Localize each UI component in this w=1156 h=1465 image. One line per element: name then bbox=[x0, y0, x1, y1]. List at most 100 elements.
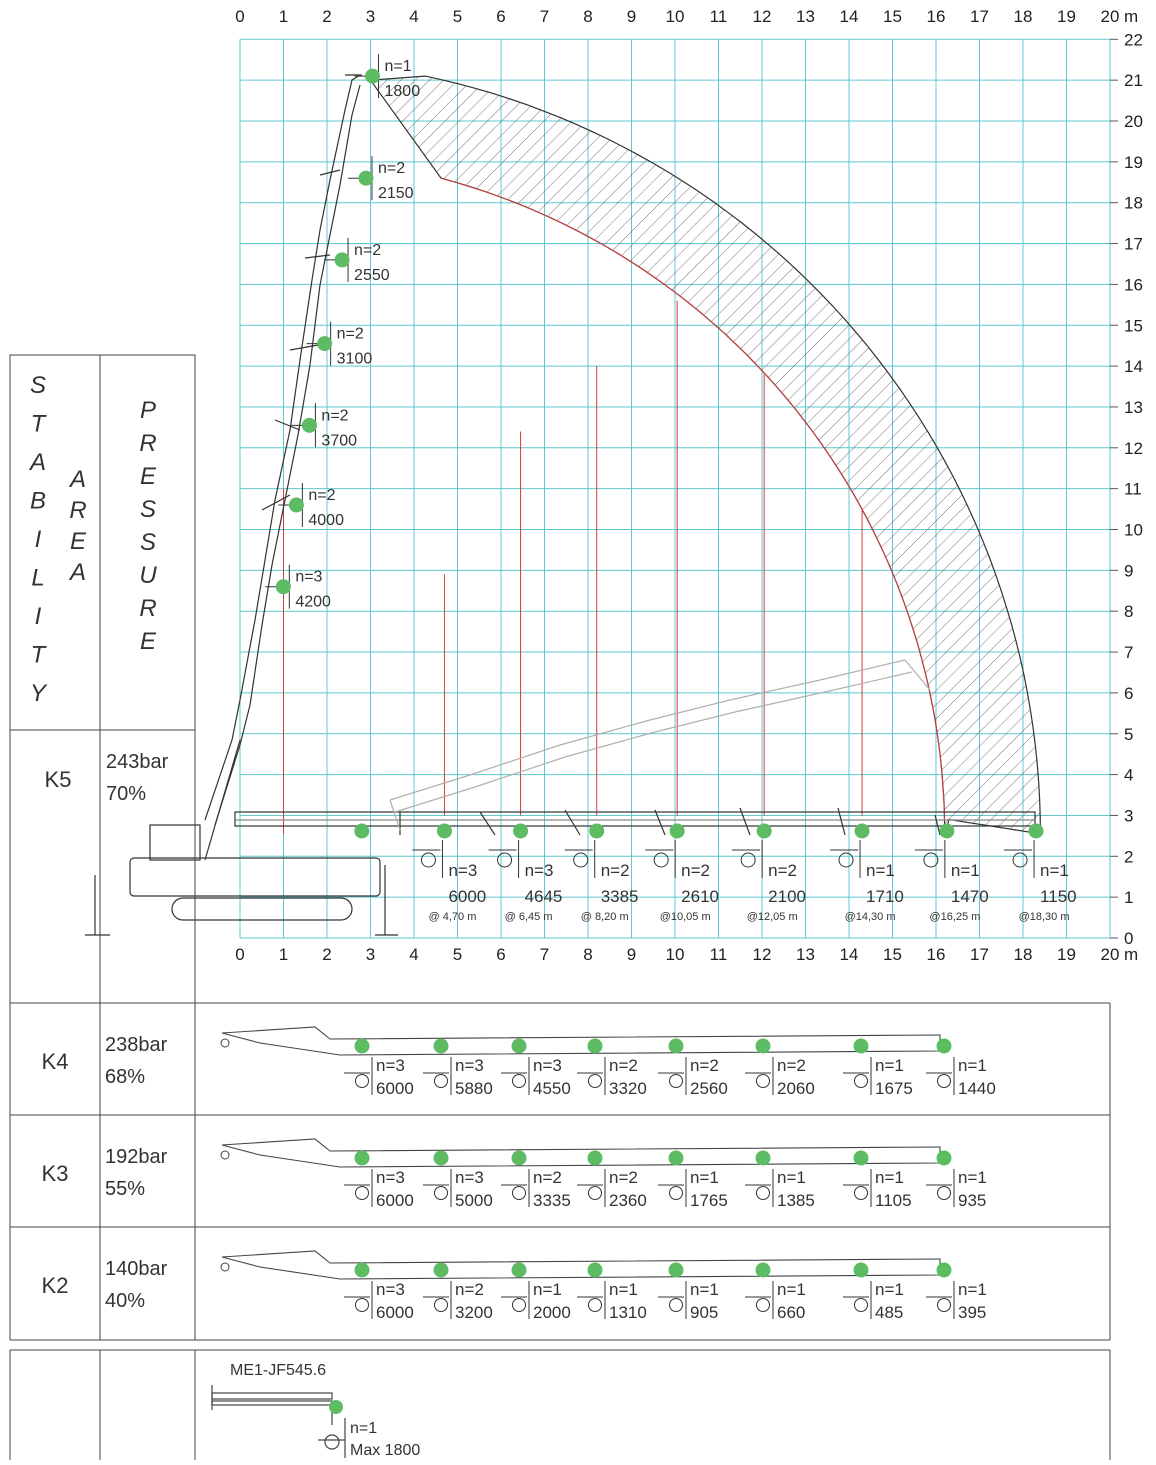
row-marker-1-1 bbox=[433, 1150, 449, 1166]
stability-letter-4: I bbox=[35, 526, 42, 553]
pressure-letter-1: R bbox=[139, 430, 156, 457]
row-n-0-6: n=1 bbox=[875, 1056, 904, 1075]
row-load-2-3: 1310 bbox=[609, 1303, 647, 1322]
row-hook-2-4 bbox=[669, 1298, 683, 1312]
row-hook-0-1 bbox=[434, 1074, 448, 1088]
row-marker-0-6 bbox=[853, 1038, 869, 1054]
x-tick-top-15: 15 bbox=[883, 7, 902, 26]
row-n-2-0: n=3 bbox=[376, 1280, 405, 1299]
row-n-0-3: n=2 bbox=[609, 1056, 638, 1075]
row-n-1-7: n=1 bbox=[958, 1168, 987, 1187]
row-hook-1-0 bbox=[355, 1186, 369, 1200]
row-code-2: K2 bbox=[42, 1273, 69, 1298]
x-tick-bottom-18: 18 bbox=[1014, 945, 1033, 964]
x-tick-top-20: 20 bbox=[1101, 7, 1120, 26]
k5-boom-marker-8 bbox=[1028, 823, 1044, 839]
area-letter-1: R bbox=[69, 497, 86, 524]
row-load-1-6: 1105 bbox=[875, 1191, 912, 1210]
x-axis-top: 0 1 2 3 4 5 6 7 8 9 10 11 12 13 14 15 16 17 18 19 20 bbox=[235, 7, 1119, 26]
row-marker-2-4 bbox=[668, 1262, 684, 1278]
k5-hook-7 bbox=[1012, 852, 1028, 868]
row-load-0-1: 5880 bbox=[455, 1079, 493, 1098]
pressure-letter-4: S bbox=[140, 529, 156, 556]
k5-boom-marker-3 bbox=[589, 823, 605, 839]
k5-load-6: 1470 bbox=[951, 887, 989, 906]
row-load-2-4: 905 bbox=[690, 1303, 718, 1322]
vertical-load-markers: n=1 1800 n=2 2150 n=2 2550 n=2 3100 n=2 3700 n=2 40… bbox=[265, 54, 420, 611]
area-letter-0: A bbox=[68, 466, 86, 493]
k5-hook-0 bbox=[420, 852, 436, 868]
row-n-2-7: n=1 bbox=[958, 1280, 987, 1299]
x-tick-bottom-1: 1 bbox=[279, 945, 288, 964]
k5-reach-2: @ 8,20 m bbox=[581, 911, 629, 923]
x-tick-bottom-3: 3 bbox=[366, 945, 375, 964]
x-tick-bottom-4: 4 bbox=[409, 945, 418, 964]
row-hook-0-5 bbox=[756, 1074, 770, 1088]
k5-load-3: 2610 bbox=[681, 887, 719, 906]
k5-pressure: 243bar bbox=[106, 751, 169, 773]
row-pressure-2: 140bar bbox=[105, 1258, 168, 1280]
row-n-1-0: n=3 bbox=[376, 1168, 405, 1187]
x-tick-bottom-6: 6 bbox=[496, 945, 505, 964]
row-n-2-2: n=1 bbox=[533, 1280, 562, 1299]
k5-n-6: n=1 bbox=[951, 861, 980, 880]
y-tick-21: 21 bbox=[1124, 71, 1143, 90]
row-pressure-1: 192bar bbox=[105, 1146, 168, 1168]
row-load-2-0: 6000 bbox=[376, 1303, 414, 1322]
pressure-letter-3: S bbox=[140, 496, 156, 523]
row-pressure-0: 238bar bbox=[105, 1034, 168, 1056]
x-tick-bottom-10: 10 bbox=[666, 945, 685, 964]
x-tick-bottom-7: 7 bbox=[540, 945, 549, 964]
jib-load: Max 1800 bbox=[350, 1442, 420, 1459]
k5-load-0: 6000 bbox=[448, 887, 486, 906]
k5-reach-7: @18,30 m bbox=[1019, 911, 1070, 923]
row-hook-1-5 bbox=[756, 1186, 770, 1200]
vload-value-0: 1800 bbox=[385, 83, 421, 100]
vload-marker-0 bbox=[365, 68, 380, 84]
row-hook-0-2 bbox=[512, 1074, 526, 1088]
k5-hook-1 bbox=[497, 852, 513, 868]
row-marker-1-2 bbox=[511, 1150, 527, 1166]
row-hook-2-2 bbox=[512, 1298, 526, 1312]
row-load-0-3: 3320 bbox=[609, 1079, 647, 1098]
row-hook-0-4 bbox=[669, 1074, 683, 1088]
y-tick-8: 8 bbox=[1124, 602, 1133, 621]
row-n-1-3: n=2 bbox=[609, 1168, 638, 1187]
row-boom-1 bbox=[221, 1138, 941, 1168]
k5-n-7: n=1 bbox=[1040, 861, 1069, 880]
vload-value-2: 2550 bbox=[354, 267, 390, 284]
row-marker-0-1 bbox=[433, 1038, 449, 1054]
y-tick-7: 7 bbox=[1124, 643, 1133, 662]
crane-drawing bbox=[85, 74, 1036, 936]
x-tick-top-16: 16 bbox=[927, 7, 946, 26]
x-tick-top-19: 19 bbox=[1057, 7, 1076, 26]
row-load-1-5: 1385 bbox=[777, 1191, 815, 1210]
k5-reach-6: @16,25 m bbox=[929, 911, 980, 923]
vload-n-2: n=2 bbox=[354, 242, 381, 259]
working-envelope-hatched bbox=[369, 75, 1042, 835]
x-tick-top-5: 5 bbox=[453, 7, 462, 26]
row-load-1-2: 3335 bbox=[533, 1191, 571, 1210]
row-load-2-1: 3200 bbox=[455, 1303, 493, 1322]
k5-hook-6 bbox=[923, 852, 939, 868]
k5-boom-marker-4 bbox=[669, 823, 685, 839]
k5-hook-5 bbox=[838, 852, 854, 868]
ghost-boom bbox=[389, 659, 931, 831]
row-load-2-7: 395 bbox=[958, 1303, 986, 1322]
area-letter-3: A bbox=[68, 559, 86, 586]
row-load-1-7: 935 bbox=[958, 1191, 986, 1210]
x-tick-top-6: 6 bbox=[496, 7, 505, 26]
stability-letter-0: S bbox=[30, 372, 46, 399]
vload-n-4: n=2 bbox=[321, 407, 348, 424]
row-hook-2-0 bbox=[355, 1298, 369, 1312]
y-tick-0: 0 bbox=[1124, 929, 1133, 948]
vload-n-3: n=2 bbox=[337, 326, 364, 343]
x-tick-bottom-17: 17 bbox=[970, 945, 989, 964]
k5-reach-4: @12,05 m bbox=[747, 911, 798, 923]
row-load-2-5: 660 bbox=[777, 1303, 805, 1322]
x-tick-top-3: 3 bbox=[366, 7, 375, 26]
k5-boom-marker-0 bbox=[354, 823, 370, 839]
row-marker-2-2 bbox=[511, 1262, 527, 1278]
row-load-0-2: 4550 bbox=[533, 1079, 571, 1098]
